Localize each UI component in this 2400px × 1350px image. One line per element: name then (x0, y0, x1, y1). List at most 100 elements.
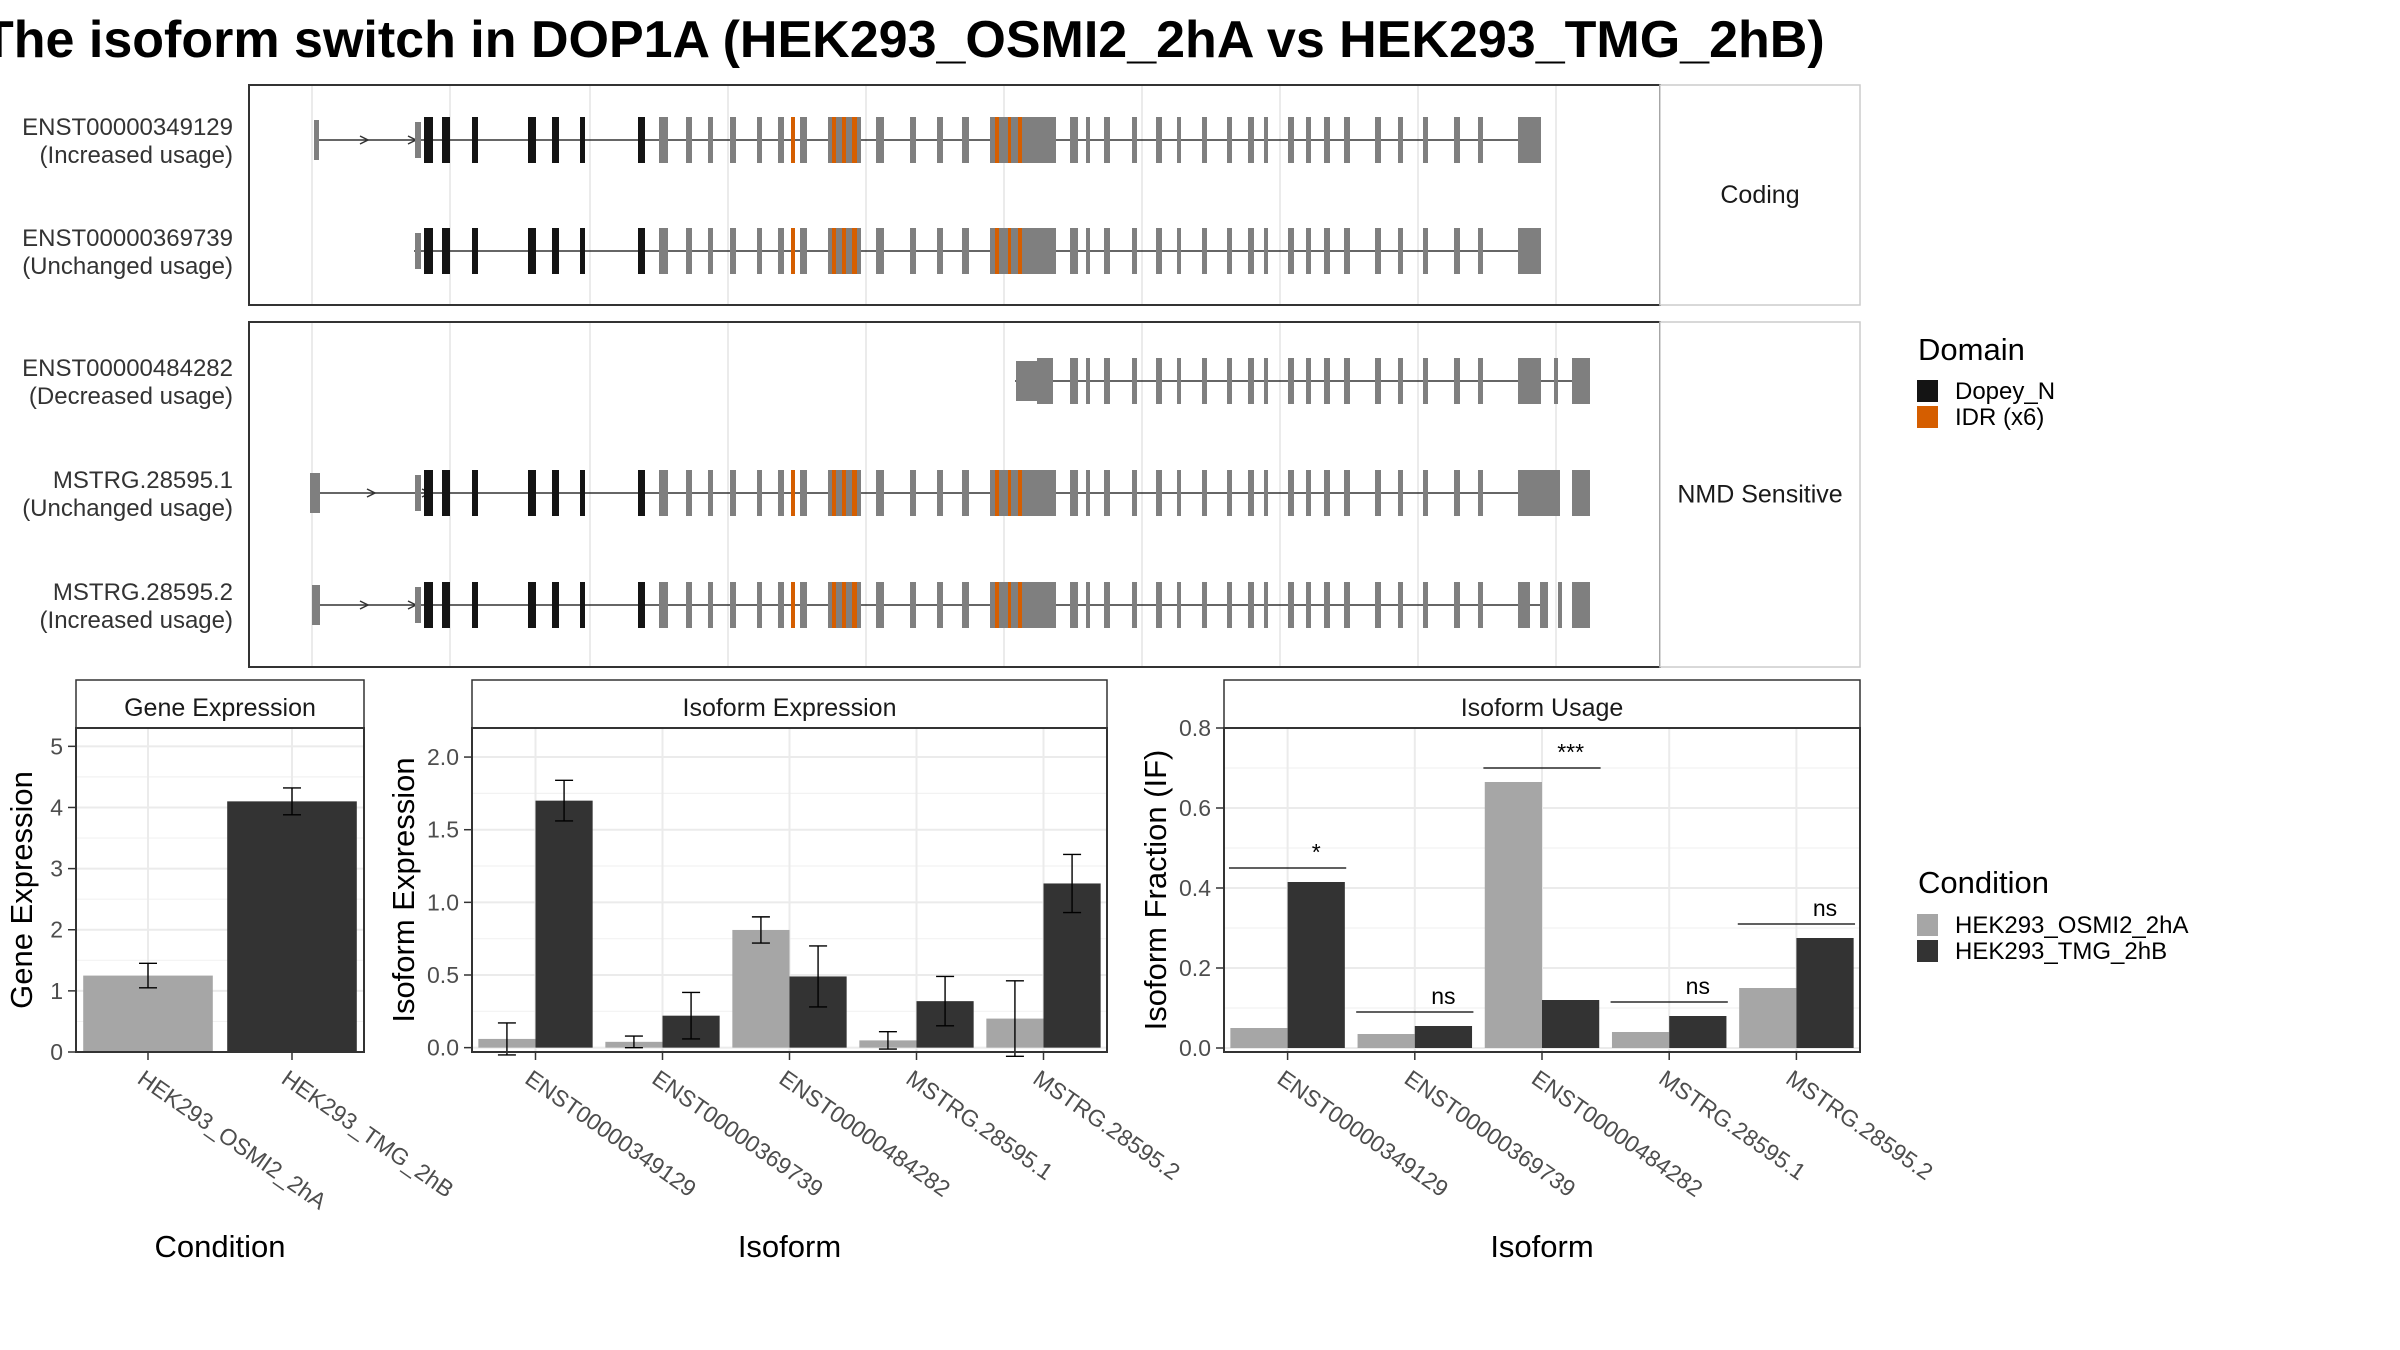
bar (1796, 938, 1854, 1048)
idr-domain-exon (791, 582, 795, 628)
exon (800, 228, 807, 274)
y-axis-title: Isoform Fraction (IF) (1138, 750, 1173, 1031)
exon (1558, 582, 1562, 628)
exon (1264, 117, 1268, 163)
exon (1202, 470, 1207, 516)
transcript-id-label: ENST00000484282 (22, 355, 233, 382)
exon (1344, 228, 1350, 274)
chart-title: Isoform Usage (1461, 694, 1624, 722)
exon (1375, 582, 1381, 628)
dopey-domain-exon (638, 582, 645, 628)
exon (1288, 470, 1294, 516)
exon (1572, 582, 1590, 628)
exon (778, 117, 784, 163)
idr-domain-exon (842, 582, 846, 628)
exon (1288, 582, 1294, 628)
facet-strip-label: NMD Sensitive (1677, 481, 1842, 509)
exon (1177, 358, 1181, 404)
bar (1287, 882, 1345, 1048)
exon (1423, 117, 1428, 163)
dopey-domain-exon (638, 470, 645, 516)
legend-label: IDR (x6) (1955, 404, 2044, 431)
exon (708, 228, 713, 274)
exon (1344, 470, 1350, 516)
exon (686, 117, 692, 163)
exon (686, 470, 692, 516)
exon (1132, 470, 1137, 516)
exon (1202, 228, 1207, 274)
exon (1478, 470, 1483, 516)
idr-domain-exon (995, 470, 999, 516)
exon (778, 582, 784, 628)
dopey-domain-exon (552, 117, 559, 163)
dopey-domain-exon (580, 470, 585, 516)
exon (1530, 228, 1541, 274)
transcript-usage-label: (Increased usage) (40, 607, 233, 634)
transcript-usage-label: (Increased usage) (40, 142, 233, 169)
dopey-domain-exon (424, 117, 433, 163)
exon (1288, 358, 1294, 404)
exon (962, 470, 969, 516)
exon (1070, 228, 1078, 274)
legend-swatch (1917, 914, 1938, 936)
exon (1324, 228, 1330, 274)
exon (757, 470, 762, 516)
transcript-id-label: MSTRG.28595.1 (53, 467, 233, 494)
y-tick-label: 0.0 (427, 1035, 459, 1061)
bar (1542, 1000, 1600, 1048)
exon (1324, 358, 1330, 404)
plot-border (75, 727, 365, 1053)
exon (1398, 470, 1403, 516)
exon (1086, 470, 1090, 516)
exon (1227, 117, 1232, 163)
exon (659, 470, 668, 516)
exon (962, 228, 969, 274)
exon (1070, 470, 1078, 516)
exon (1324, 117, 1330, 163)
exon (659, 228, 668, 274)
exon (1177, 228, 1181, 274)
idr-domain-exon (1008, 228, 1011, 274)
y-tick-label: 0.6 (1179, 795, 1211, 821)
transcript-id-label: MSTRG.28595.2 (53, 579, 233, 606)
exon (1086, 117, 1090, 163)
exon (910, 117, 916, 163)
facet-panel (249, 85, 1660, 305)
idr-domain-exon (791, 228, 795, 274)
strand-arrow-icon (366, 488, 377, 498)
y-tick-label: 0.0 (1179, 1035, 1211, 1061)
y-tick-label: 0.4 (1179, 875, 1211, 901)
domain-legend-title: Domain (1918, 332, 2025, 367)
y-tick-label: 4 (50, 794, 63, 820)
dopey-domain-exon (442, 582, 450, 628)
exon (1375, 228, 1381, 274)
idr-domain-exon (995, 582, 999, 628)
legend-label: HEK293_TMG_2hB (1955, 938, 2167, 965)
exon (1375, 117, 1381, 163)
exon (1518, 470, 1527, 516)
legend-label: Dopey_N (1955, 378, 2055, 405)
exon (1423, 582, 1428, 628)
exon (1306, 117, 1311, 163)
exon (730, 117, 736, 163)
exon (686, 582, 692, 628)
exon (1156, 228, 1162, 274)
idr-domain-exon (842, 228, 846, 274)
idr-domain-exon (842, 117, 846, 163)
idr-domain-exon (842, 470, 846, 516)
bar (535, 800, 593, 1048)
idr-domain-exon (1018, 117, 1022, 163)
dopey-domain-exon (528, 470, 536, 516)
exon (686, 228, 692, 274)
legend-swatch (1917, 940, 1938, 962)
exon (1375, 470, 1381, 516)
y-tick-label: 0 (50, 1039, 63, 1065)
exon (1518, 228, 1530, 274)
chart-strip (471, 679, 1108, 729)
idr-domain-exon (1008, 470, 1011, 516)
dopey-domain-exon (442, 470, 450, 516)
exon (1156, 582, 1162, 628)
bar-charts: Gene Expression012345HEK293_OSMI2_2hAHEK… (4, 679, 1938, 1264)
idr-domain-exon (832, 470, 836, 516)
